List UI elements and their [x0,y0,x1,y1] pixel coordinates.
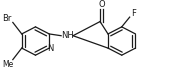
Text: NH: NH [61,31,73,40]
Text: N: N [47,44,53,54]
Text: Me: Me [2,60,13,69]
Text: F: F [131,9,136,18]
Text: Br: Br [2,13,12,23]
Text: O: O [98,0,105,9]
